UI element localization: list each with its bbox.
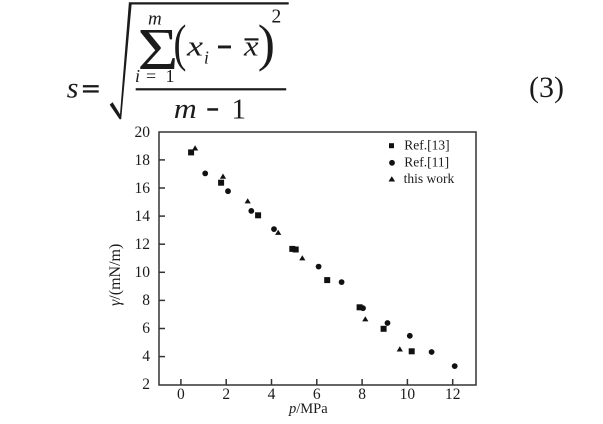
svg-text:0: 0 — [177, 386, 185, 403]
svg-text:m: m — [148, 9, 162, 30]
svg-text:this work: this work — [404, 171, 455, 186]
svg-text:1: 1 — [232, 94, 247, 126]
svg-text:i: i — [204, 48, 209, 68]
svg-text:): ) — [258, 16, 275, 73]
svg-text:(3): (3) — [529, 71, 564, 104]
svg-text:1: 1 — [166, 66, 175, 86]
svg-text:4: 4 — [268, 386, 276, 403]
svg-text:Ref.[11]: Ref.[11] — [404, 155, 449, 170]
svg-text:=: = — [146, 66, 156, 86]
svg-text:2: 2 — [272, 6, 282, 27]
svg-text:i: i — [135, 66, 140, 86]
svg-text:(: ( — [174, 14, 187, 72]
svg-text:12: 12 — [445, 386, 461, 403]
svg-text:10: 10 — [135, 264, 151, 281]
svg-text:m: m — [174, 93, 197, 125]
svg-text:16: 16 — [135, 180, 151, 197]
svg-text:p/MPa: p/MPa — [288, 401, 328, 417]
svg-text:8: 8 — [142, 292, 150, 309]
svg-text:x: x — [186, 31, 204, 62]
svg-text:2: 2 — [142, 376, 150, 393]
svg-text:Σ: Σ — [138, 17, 179, 83]
svg-text:8: 8 — [358, 386, 366, 403]
svg-text:10: 10 — [400, 386, 416, 403]
svg-text:18: 18 — [135, 152, 151, 169]
svg-text:14: 14 — [135, 208, 151, 225]
svg-text:γ/(mN/m): γ/(mN/m) — [107, 244, 124, 306]
svg-text:Ref.[13]: Ref.[13] — [404, 138, 449, 153]
svg-text:12: 12 — [135, 236, 151, 253]
svg-text:2: 2 — [222, 386, 230, 403]
svg-text:4: 4 — [142, 348, 150, 365]
svg-text:6: 6 — [142, 320, 150, 337]
svg-text:20: 20 — [135, 124, 151, 141]
svg-text:6: 6 — [313, 386, 321, 403]
svg-text:s: s — [67, 72, 79, 105]
svg-text:x: x — [243, 31, 259, 62]
